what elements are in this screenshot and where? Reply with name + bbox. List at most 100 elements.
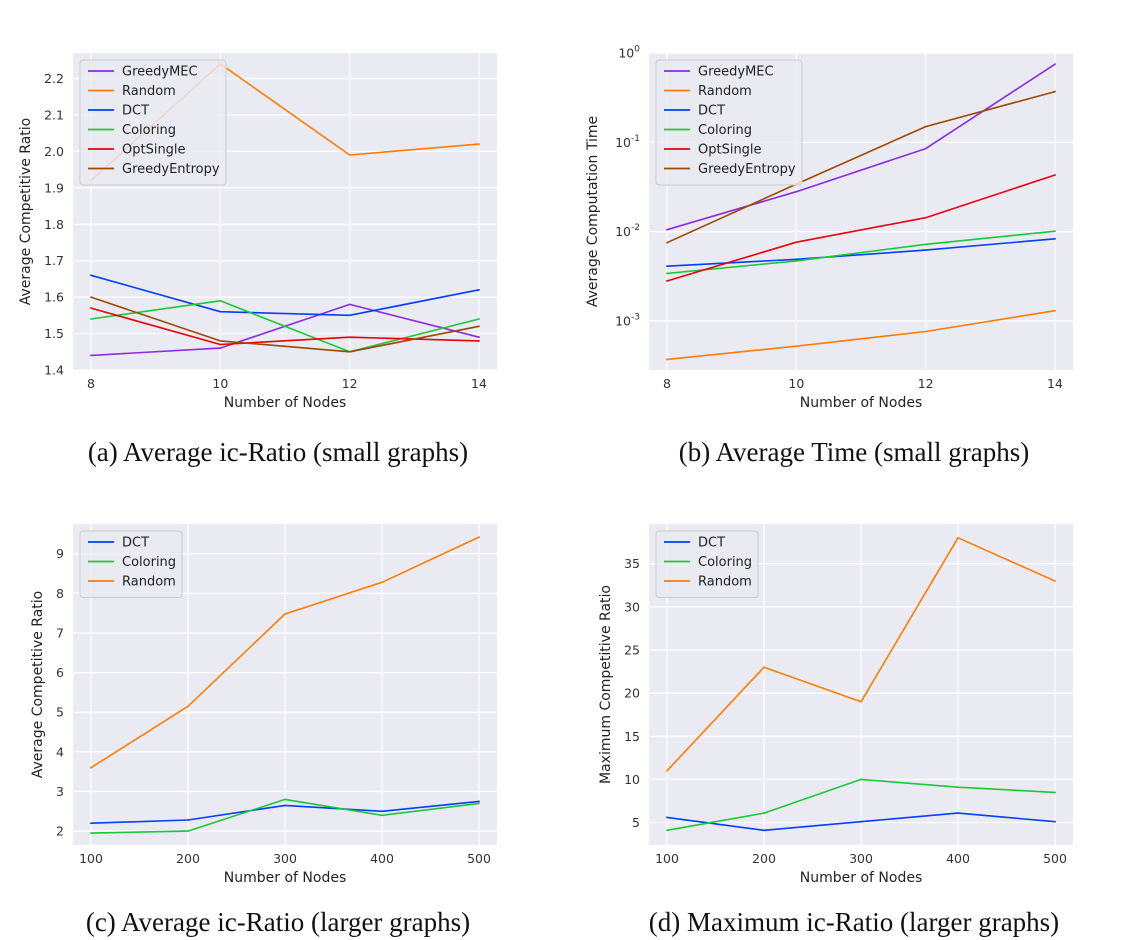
- legend-label-dct: DCT: [122, 104, 149, 119]
- legend: GreedyMEC Random DCT Coloring OptSingle Greed…: [79, 59, 227, 186]
- legend-label-greedyentropy: GreedyEntropy: [698, 162, 796, 177]
- data-point-coloring: [763, 812, 765, 814]
- y-tick-label: 20: [624, 686, 640, 701]
- data-point-dct: [1054, 237, 1056, 240]
- x-tick-label: 14: [471, 376, 487, 391]
- legend-label-greedymec: GreedyMEC: [122, 65, 198, 80]
- data-point-greedymec: [666, 228, 668, 231]
- data-point-coloring: [1054, 230, 1056, 233]
- caption-d: (d) Maximum ic-Ratio (larger graphs): [649, 907, 1059, 937]
- series-line-dct: [90, 274, 480, 317]
- series-line-greedyentropy: [666, 90, 1056, 244]
- data-point-random: [90, 766, 92, 769]
- data-point-optsingle: [478, 339, 480, 342]
- y-tick-label: 35: [624, 556, 640, 571]
- y-tick-label: 2.0: [44, 144, 64, 159]
- y-tick-label: 2.1: [44, 107, 64, 122]
- data-point-coloring: [90, 832, 92, 835]
- legend: GreedyMEC Random DCT Coloring OptSingle Greed…: [655, 59, 803, 186]
- legend-box: [79, 59, 227, 186]
- y-tick-label: 25: [624, 642, 640, 657]
- data-point-greedyentropy: [666, 241, 668, 244]
- y-tick-label: 6: [56, 665, 64, 680]
- chart-a: 8 10 12 14 1.4 1.5 1.6 1.7 1.8 1.9 2.0 2.1 2.2 Number…: [18, 53, 497, 411]
- data-point-random: [1054, 309, 1056, 312]
- x-tick-label: 8: [663, 376, 671, 391]
- data-point-greedymec: [90, 354, 92, 357]
- y-tick-label: 4: [56, 744, 64, 759]
- y-tick-label: 30: [624, 599, 640, 614]
- data-point-random: [187, 705, 189, 708]
- legend-label-optsingle: OptSingle: [698, 143, 762, 158]
- data-point-random: [795, 345, 798, 348]
- data-point-dct: [478, 288, 480, 291]
- x-tick-label: 300: [273, 851, 297, 866]
- data-point-coloring: [666, 272, 668, 275]
- legend-label-random: Random: [698, 84, 752, 99]
- legend-label-greedymec: GreedyMEC: [698, 65, 774, 80]
- data-point-random: [284, 613, 286, 615]
- legend-label-dct: DCT: [698, 536, 725, 551]
- x-axis-label: Number of Nodes: [800, 870, 922, 886]
- y-tick-label: 9: [56, 546, 64, 561]
- x-tick-label: 8: [87, 376, 95, 391]
- data-point-coloring: [924, 243, 927, 246]
- series-line-dct: [666, 238, 1056, 267]
- legend-label-dct: DCT: [698, 104, 725, 119]
- x-axis-label: Number of Nodes: [800, 395, 922, 411]
- chart-c: 100 200 300 400 500 2 3 4 5 6 7 8 9 Number of Nodes Av…: [30, 524, 497, 886]
- data-point-dct: [478, 800, 480, 803]
- caption-a: (a) Average ic-Ratio (small graphs): [88, 437, 468, 467]
- data-point-greedymec: [478, 336, 480, 339]
- data-point-optsingle: [1054, 174, 1056, 176]
- data-point-dct: [348, 314, 351, 317]
- y-tick-label: 1.7: [44, 253, 64, 268]
- x-tick-label: 200: [176, 851, 200, 866]
- series-line-random: [666, 309, 1056, 361]
- y-tick-label: 5: [632, 815, 640, 830]
- data-point-dct: [90, 822, 92, 825]
- data-point-greedyentropy: [1054, 90, 1056, 93]
- data-point-greedyentropy: [348, 350, 351, 353]
- x-tick-label: 500: [1043, 851, 1067, 866]
- y-tick-label: 2: [56, 824, 64, 839]
- data-point-dct: [90, 274, 92, 277]
- series-line-coloring: [666, 230, 1056, 275]
- data-point-coloring: [187, 830, 189, 833]
- y-tick-label: 10: [624, 772, 640, 787]
- data-point-dct: [763, 829, 765, 832]
- legend: DCT Coloring Random: [79, 530, 183, 598]
- data-point-random: [763, 666, 765, 669]
- data-point-optsingle: [666, 280, 668, 282]
- y-tick-label: 1.5: [44, 326, 64, 341]
- x-tick-label: 200: [752, 851, 776, 866]
- caption-b: (b) Average Time (small graphs): [679, 437, 1029, 467]
- x-tick-label: 12: [918, 376, 934, 391]
- data-point-random: [957, 536, 959, 539]
- data-point-greedyentropy: [478, 325, 480, 328]
- data-point-greedymec: [924, 147, 927, 150]
- data-point-coloring: [795, 259, 798, 262]
- x-axis-label: Number of Nodes: [224, 395, 346, 411]
- data-point-coloring: [957, 786, 959, 789]
- data-point-random: [924, 330, 927, 333]
- chart-b: 8 10 12 14 10-3 10-2 10-1 100 Number of Nodes Ave…: [585, 45, 1073, 411]
- data-point-optsingle: [348, 336, 351, 339]
- data-point-random: [478, 536, 480, 538]
- x-tick-label: 10: [212, 376, 228, 391]
- data-point-optsingle: [795, 241, 798, 244]
- data-point-dct: [381, 810, 383, 813]
- data-point-greedymec: [219, 347, 222, 350]
- x-tick-label: 500: [467, 851, 491, 866]
- data-point-random: [860, 700, 862, 703]
- data-point-greedyentropy: [924, 125, 927, 128]
- x-tick-label: 400: [946, 851, 970, 866]
- data-point-dct: [1054, 820, 1056, 823]
- legend-label-optsingle: OptSingle: [122, 143, 186, 158]
- legend-label-random: Random: [122, 84, 176, 99]
- y-tick-label: 8: [56, 586, 64, 601]
- y-tick-label: 15: [624, 729, 640, 744]
- data-point-greedyentropy: [90, 296, 92, 299]
- data-point-dct: [219, 310, 222, 313]
- data-point-greedymec: [795, 190, 798, 193]
